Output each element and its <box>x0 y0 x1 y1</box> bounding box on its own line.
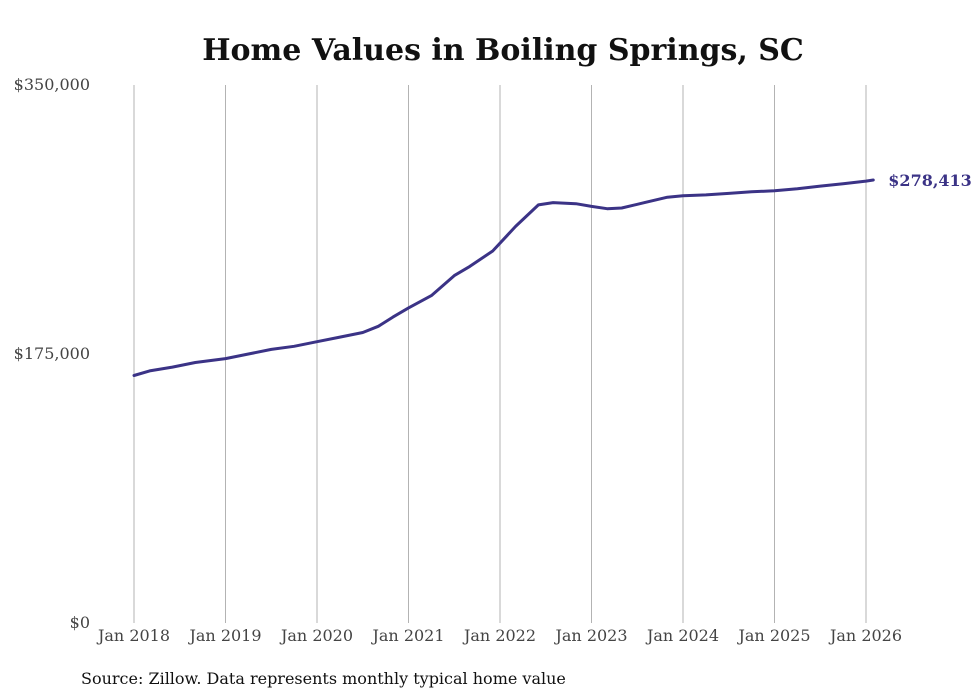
x-tick-label: Jan 2022 <box>462 626 536 645</box>
x-tick-label: Jan 2018 <box>96 626 170 645</box>
x-tick-label: Jan 2026 <box>828 626 902 645</box>
end-value-label: $278,413 <box>888 171 972 190</box>
gridlines <box>133 85 867 623</box>
x-tick-label: Jan 2024 <box>645 626 719 645</box>
x-tick-label: Jan 2025 <box>736 626 810 645</box>
x-tick-label: Jan 2023 <box>553 626 627 645</box>
y-tick-label: $175,000 <box>14 344 90 363</box>
x-tick-label: Jan 2019 <box>187 626 261 645</box>
series-line <box>132 178 875 377</box>
series-layer <box>132 178 875 377</box>
y-tick-label: $350,000 <box>14 75 90 94</box>
source-note: Source: Zillow. Data represents monthly … <box>81 669 566 688</box>
chart-title: Home Values in Boiling Springs, SC <box>202 33 804 68</box>
y-tick-label: $0 <box>70 613 90 632</box>
y-axis-ticks: $0 $175,000 $350,000 <box>14 75 90 632</box>
x-axis-ticks: Jan 2018 Jan 2019 Jan 2020 Jan 2021 Jan 2022… <box>96 626 902 645</box>
x-tick-label: Jan 2020 <box>279 626 353 645</box>
x-tick-label: Jan 2021 <box>370 626 444 645</box>
